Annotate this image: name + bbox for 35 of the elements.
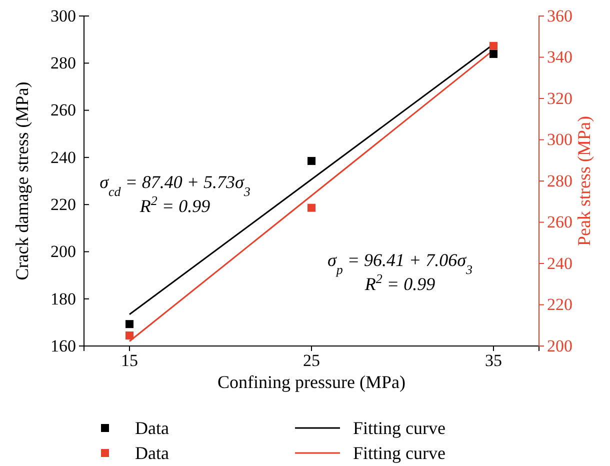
- y-axis-title: Crack damage stress (MPa): [12, 82, 32, 280]
- legend-label: Data: [135, 443, 169, 463]
- y-tick-label: 280: [50, 54, 76, 73]
- x-tick-label: 25: [303, 351, 320, 370]
- y2-tick-label: 200: [547, 336, 572, 356]
- y-tick-label: 300: [50, 6, 76, 26]
- y2-tick-label: 280: [547, 171, 572, 190]
- y2-tick-label: 340: [547, 48, 572, 67]
- y2-tick-label: 360: [547, 6, 572, 26]
- annotation: R$^{2}$ = 0.99: [138, 192, 210, 216]
- y-tick-label: 220: [50, 195, 76, 214]
- point: [308, 204, 316, 212]
- y-tick-label: 180: [50, 289, 76, 308]
- point: [490, 42, 498, 50]
- y2-tick-label: 240: [547, 254, 572, 273]
- y2-tick-label: 260: [547, 212, 572, 232]
- y-tick-label: 240: [50, 148, 76, 167]
- legend-label: Data: [135, 418, 169, 438]
- annotation: R$^{2}$ = 0.99: [364, 270, 436, 294]
- x-axis-title: Confining pressure (MPa): [218, 372, 406, 392]
- y-tick-label: 160: [50, 336, 76, 356]
- legend-label: Fitting curve: [353, 418, 446, 438]
- y-tick-label: 260: [50, 100, 76, 120]
- y2-tick-label: 320: [547, 88, 572, 108]
- point: [126, 320, 134, 328]
- y2-axis-title: Peak stress (MPa): [574, 116, 594, 246]
- point: [490, 50, 498, 58]
- x-tick-label: 35: [485, 351, 502, 370]
- point: [126, 331, 134, 340]
- y2-tick-label: 220: [547, 295, 572, 314]
- x-tick-label: 15: [121, 351, 138, 370]
- point: [308, 156, 316, 165]
- y-tick-label: 200: [50, 242, 76, 262]
- legend-label: Fitting curve: [353, 443, 446, 463]
- y2-tick-label: 300: [547, 130, 572, 150]
